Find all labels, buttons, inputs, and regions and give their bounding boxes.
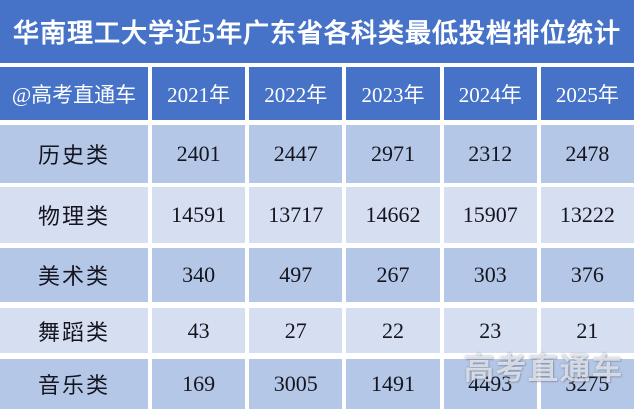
ranking-table: @高考直通车 2021年 2022年 2023年 2024年 2025年 历史类… (0, 63, 634, 409)
cell-value: 13222 (540, 187, 634, 243)
cell-value: 2971 (346, 125, 440, 183)
cell-value: 376 (540, 248, 634, 302)
table-row-history: 历史类 2401 2447 2971 2312 2478 (0, 125, 634, 183)
cell-value: 21 (540, 308, 634, 353)
cell-value: 2447 (249, 125, 343, 183)
page-title: 华南理工大学近5年广东省各科类最低投档排位统计 (12, 19, 621, 48)
row-label: 美术类 (0, 248, 148, 302)
cell-value: 2478 (540, 125, 634, 183)
header-year-2023: 2023年 (346, 67, 440, 120)
cell-value: 22 (346, 308, 440, 353)
cell-value: 3275 (540, 359, 634, 409)
cell-value: 14662 (346, 187, 440, 243)
row-label: 音乐类 (0, 359, 148, 409)
table-row-dance: 舞蹈类 43 27 22 23 21 (0, 308, 634, 353)
cell-value: 1491 (346, 359, 440, 409)
cell-value: 4493 (443, 359, 537, 409)
cell-value: 23 (443, 308, 537, 353)
table-row-fine-arts: 美术类 340 497 267 303 376 (0, 248, 634, 302)
cell-value: 303 (443, 248, 537, 302)
cell-value: 27 (249, 308, 343, 353)
header-source-cell: @高考直通车 (0, 67, 148, 120)
table-row-music: 音乐类 169 3005 1491 4493 3275 (0, 359, 634, 409)
row-label: 历史类 (0, 125, 148, 183)
cell-value: 497 (249, 248, 343, 302)
table-header-row: @高考直通车 2021年 2022年 2023年 2024年 2025年 (0, 67, 634, 120)
row-label: 舞蹈类 (0, 308, 148, 353)
cell-value: 13717 (249, 187, 343, 243)
header-year-2024: 2024年 (443, 67, 537, 120)
header-year-2021: 2021年 (152, 67, 246, 120)
cell-value: 169 (152, 359, 246, 409)
cell-value: 2312 (443, 125, 537, 183)
cell-value: 43 (152, 308, 246, 353)
header-year-2022: 2022年 (249, 67, 343, 120)
table-row-physics: 物理类 14591 13717 14662 15907 13222 (0, 187, 634, 243)
cell-value: 340 (152, 248, 246, 302)
header-year-2025: 2025年 (540, 67, 634, 120)
cell-value: 267 (346, 248, 440, 302)
cell-value: 3005 (249, 359, 343, 409)
row-label: 物理类 (0, 187, 148, 243)
cell-value: 2401 (152, 125, 246, 183)
cell-value: 14591 (152, 187, 246, 243)
cell-value: 15907 (443, 187, 537, 243)
